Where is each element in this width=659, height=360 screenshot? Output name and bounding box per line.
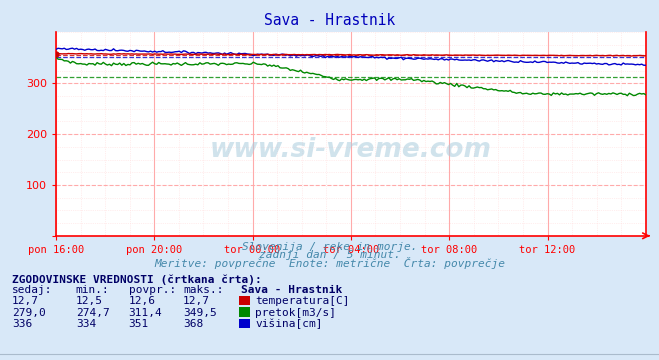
Text: 12,6: 12,6: [129, 296, 156, 306]
Text: 336: 336: [12, 319, 32, 329]
Text: sedaj:: sedaj:: [12, 285, 52, 296]
Text: 12,7: 12,7: [183, 296, 210, 306]
Text: 368: 368: [183, 319, 204, 329]
Text: 334: 334: [76, 319, 96, 329]
Text: 274,7: 274,7: [76, 308, 109, 318]
Text: Slovenija / reke in morje.: Slovenija / reke in morje.: [242, 242, 417, 252]
Text: Meritve: povprečne  Enote: metrične  Črta: povprečje: Meritve: povprečne Enote: metrične Črta:…: [154, 257, 505, 269]
Text: Sava - Hrastnik: Sava - Hrastnik: [241, 285, 342, 296]
Text: temperatura[C]: temperatura[C]: [255, 296, 349, 306]
Text: višina[cm]: višina[cm]: [255, 319, 322, 329]
Text: www.si-vreme.com: www.si-vreme.com: [210, 138, 492, 163]
Text: 279,0: 279,0: [12, 308, 45, 318]
Text: 12,5: 12,5: [76, 296, 103, 306]
Text: 349,5: 349,5: [183, 308, 217, 318]
Text: 311,4: 311,4: [129, 308, 162, 318]
Text: 12,7: 12,7: [12, 296, 39, 306]
Text: ZGODOVINSKE VREDNOSTI (črtkana črta):: ZGODOVINSKE VREDNOSTI (črtkana črta):: [12, 274, 262, 285]
Text: povpr.:: povpr.:: [129, 285, 176, 296]
Text: min.:: min.:: [76, 285, 109, 296]
Text: zadnji dan / 5 minut.: zadnji dan / 5 minut.: [258, 251, 401, 261]
Text: 351: 351: [129, 319, 149, 329]
Text: pretok[m3/s]: pretok[m3/s]: [255, 308, 336, 318]
Text: Sava - Hrastnik: Sava - Hrastnik: [264, 13, 395, 28]
Text: maks.:: maks.:: [183, 285, 223, 296]
